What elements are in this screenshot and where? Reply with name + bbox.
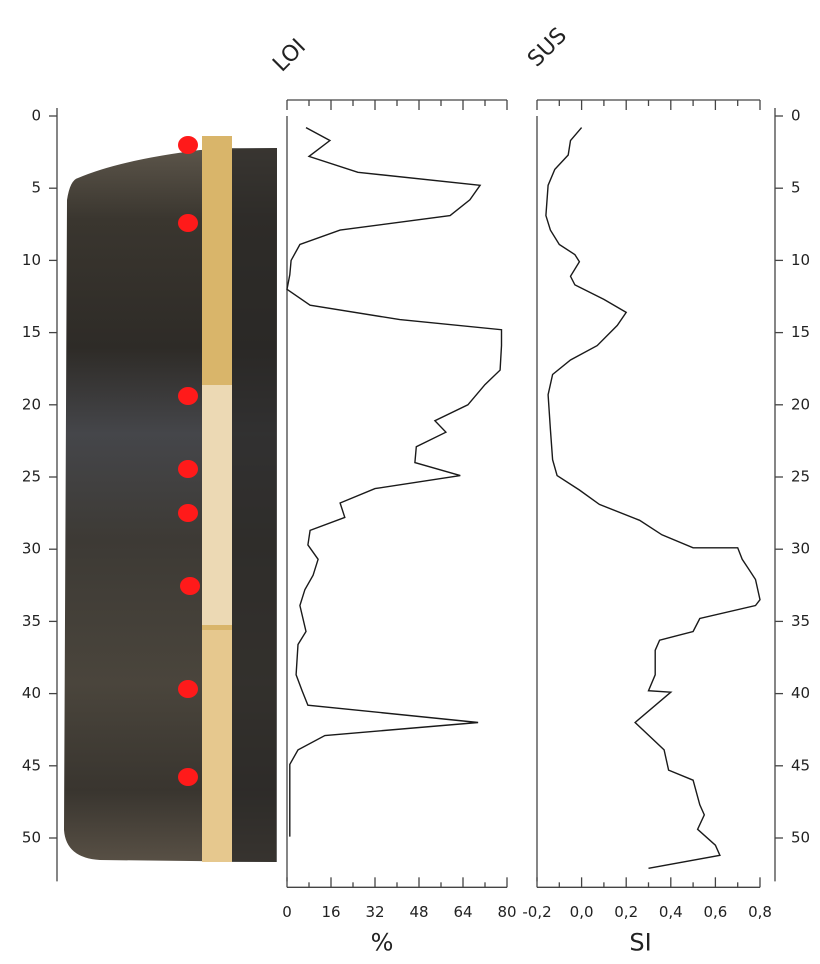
- x-tick-label: -0,2: [522, 903, 551, 921]
- depth-tick-label: 40: [22, 684, 41, 702]
- depth-tick-label: 50: [791, 829, 810, 847]
- depth-tick-label: 30: [22, 540, 41, 558]
- x-tick-label: 0,0: [570, 903, 594, 921]
- x-tick-label: 0,8: [748, 903, 772, 921]
- x-tick-label: 0,4: [659, 903, 683, 921]
- depth-tick-label: 10: [791, 251, 810, 269]
- x-axis-label: %: [371, 928, 394, 956]
- depth-tick-label: 15: [22, 323, 41, 341]
- x-axis-label: SI: [629, 928, 651, 956]
- depth-tick-label: 25: [791, 468, 810, 486]
- depth-tick-label: 35: [22, 612, 41, 630]
- depth-tick-label: 0: [791, 107, 801, 125]
- x-tick-label: 0,6: [703, 903, 727, 921]
- data-line: [286, 126, 503, 837]
- depth-tick-label: 30: [791, 540, 810, 558]
- x-tick-label: 0: [282, 903, 292, 921]
- depth-tick-label: 25: [22, 468, 41, 486]
- depth-tick-label: 40: [791, 684, 810, 702]
- x-tick-label: 0,2: [614, 903, 638, 921]
- depth-tick-label: 20: [22, 395, 41, 413]
- panel-title: SUS: [523, 23, 572, 72]
- panel-title: LOI: [268, 34, 311, 77]
- x-tick-label: 80: [497, 903, 516, 921]
- core-photo: [64, 136, 277, 862]
- depth-tick-label: 5: [31, 179, 41, 197]
- x-tick-label: 48: [409, 903, 428, 921]
- depth-tick-label: 10: [22, 251, 41, 269]
- x-tick-label: 32: [365, 903, 384, 921]
- depth-tick-label: 45: [791, 756, 810, 774]
- depth-tick-label: 35: [791, 612, 810, 630]
- depth-tick-label: 20: [791, 395, 810, 413]
- depth-tick-label: 50: [22, 829, 41, 847]
- x-tick-label: 16: [321, 903, 340, 921]
- x-tick-label: 64: [453, 903, 472, 921]
- depth-tick-label: 45: [22, 756, 41, 774]
- depth-tick-label: 15: [791, 323, 810, 341]
- data-line: [545, 127, 761, 869]
- depth-tick-label: 0: [31, 107, 41, 125]
- depth-tick-label: 5: [791, 179, 801, 197]
